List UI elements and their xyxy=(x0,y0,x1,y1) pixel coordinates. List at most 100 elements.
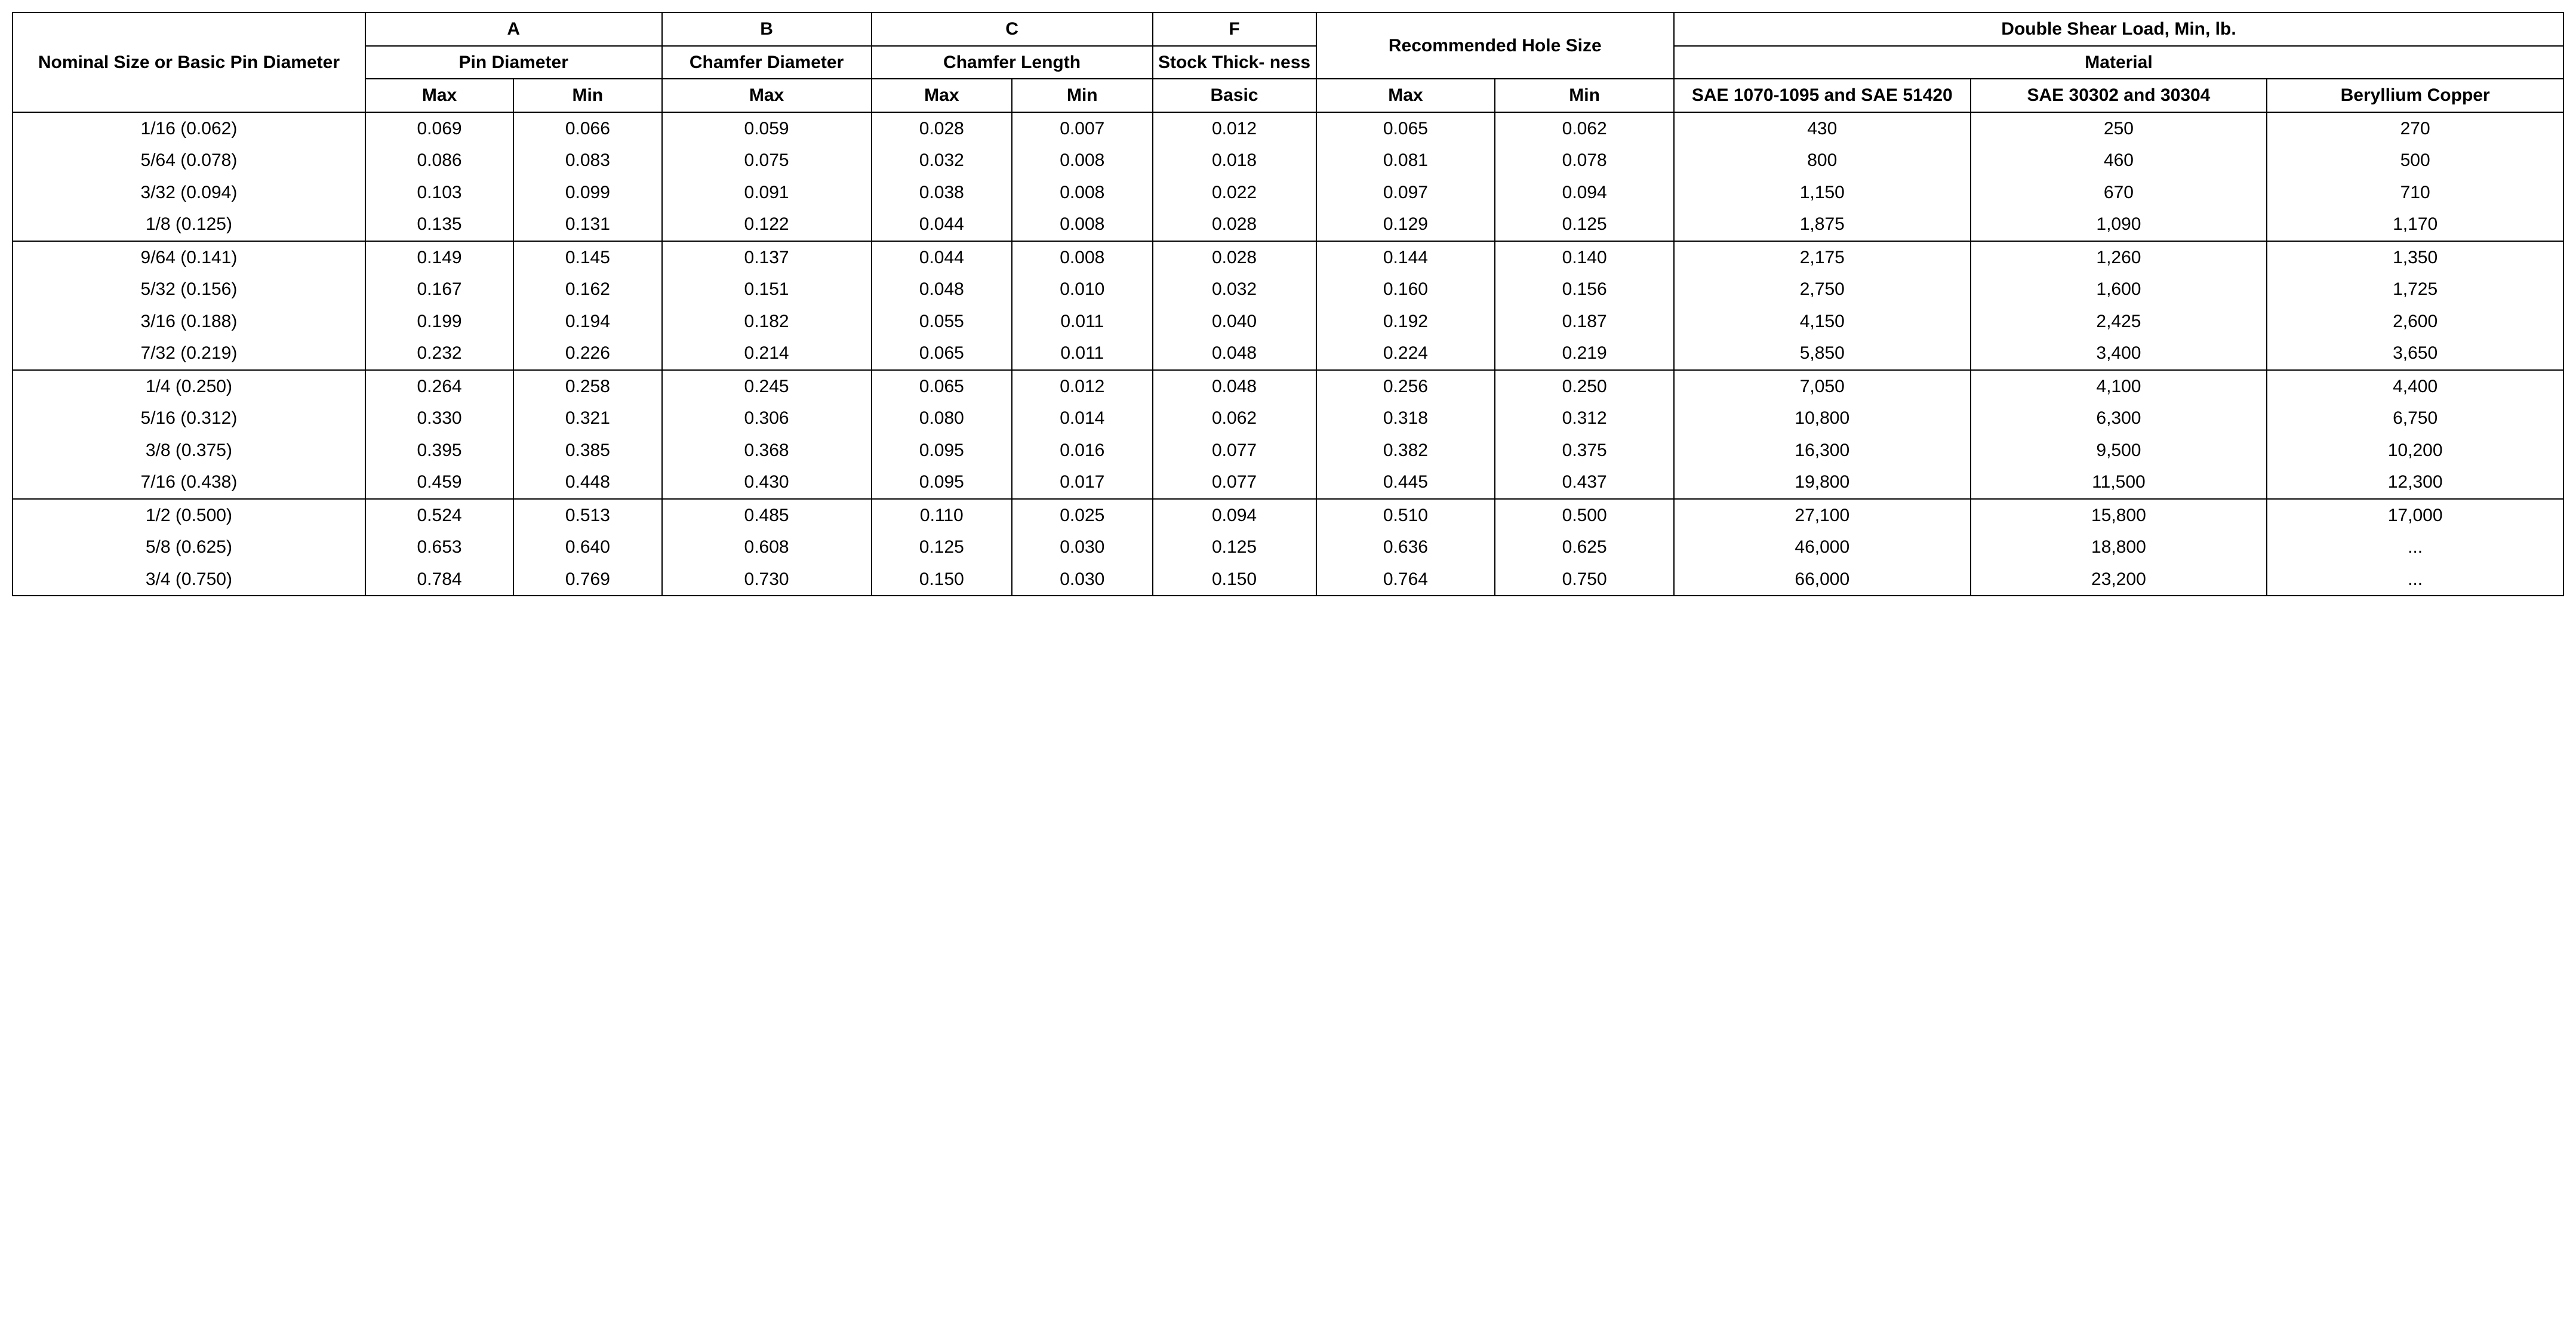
table-cell: 5,850 xyxy=(1674,337,1971,370)
table-cell: 3/8 (0.375) xyxy=(13,435,365,467)
table-cell: 1,875 xyxy=(1674,208,1971,241)
table-cell: 0.125 xyxy=(1495,208,1674,241)
table-cell: 46,000 xyxy=(1674,531,1971,563)
table-cell: 0.008 xyxy=(1012,208,1152,241)
table-cell: 0.636 xyxy=(1316,531,1495,563)
table-cell: 0.250 xyxy=(1495,370,1674,403)
table-cell: ... xyxy=(2267,563,2563,596)
table-cell: 0.077 xyxy=(1153,435,1316,467)
table-cell: 0.008 xyxy=(1012,241,1152,274)
table-cell: 0.750 xyxy=(1495,563,1674,596)
table-cell: 3,400 xyxy=(1971,337,2267,370)
table-cell: 0.094 xyxy=(1495,177,1674,209)
table-cell: 0.730 xyxy=(662,563,872,596)
table-cell: 0.214 xyxy=(662,337,872,370)
header-sae-30302: SAE 30302 and 30304 xyxy=(1971,79,2267,112)
table-cell: 500 xyxy=(2267,144,2563,177)
table-cell: 0.103 xyxy=(365,177,513,209)
header-stock: Stock Thick- ness xyxy=(1153,46,1316,79)
header-shear: Double Shear Load, Min, lb. xyxy=(1674,13,2563,46)
table-cell: 0.131 xyxy=(513,208,661,241)
table-cell: 5/8 (0.625) xyxy=(13,531,365,563)
table-cell: 0.524 xyxy=(365,499,513,532)
table-cell: 0.194 xyxy=(513,306,661,338)
table-cell: 0.028 xyxy=(1153,208,1316,241)
table-cell: 0.162 xyxy=(513,273,661,306)
table-cell: 6,750 xyxy=(2267,402,2563,435)
table-cell: 0.448 xyxy=(513,466,661,499)
table-cell: 12,300 xyxy=(2267,466,2563,499)
table-cell: 0.040 xyxy=(1153,306,1316,338)
table-cell: 0.099 xyxy=(513,177,661,209)
table-cell: 3,650 xyxy=(2267,337,2563,370)
table-cell: ... xyxy=(2267,531,2563,563)
table-cell: 0.445 xyxy=(1316,466,1495,499)
table-cell: 0.182 xyxy=(662,306,872,338)
table-cell: 0.080 xyxy=(872,402,1012,435)
table-row: 3/32 (0.094)0.1030.0990.0910.0380.0080.0… xyxy=(13,177,2563,209)
table-cell: 27,100 xyxy=(1674,499,1971,532)
table-cell: 0.095 xyxy=(872,435,1012,467)
table-cell: 17,000 xyxy=(2267,499,2563,532)
header-a-max: Max xyxy=(365,79,513,112)
table-cell: 670 xyxy=(1971,177,2267,209)
table-cell: 2,425 xyxy=(1971,306,2267,338)
header-chamfer-dia: Chamfer Diameter xyxy=(662,46,872,79)
table-cell: 0.014 xyxy=(1012,402,1152,435)
table-cell: 0.144 xyxy=(1316,241,1495,274)
table-cell: 23,200 xyxy=(1971,563,2267,596)
table-cell: 4,400 xyxy=(2267,370,2563,403)
table-cell: 0.012 xyxy=(1012,370,1152,403)
table-cell: 0.110 xyxy=(872,499,1012,532)
table-cell: 0.083 xyxy=(513,144,661,177)
table-cell: 0.075 xyxy=(662,144,872,177)
table-cell: 0.137 xyxy=(662,241,872,274)
table-cell: 0.764 xyxy=(1316,563,1495,596)
table-cell: 0.055 xyxy=(872,306,1012,338)
table-cell: 0.048 xyxy=(872,273,1012,306)
table-cell: 0.385 xyxy=(513,435,661,467)
header-beryllium: Beryllium Copper xyxy=(2267,79,2563,112)
table-cell: 0.022 xyxy=(1153,177,1316,209)
table-cell: 0.784 xyxy=(365,563,513,596)
table-cell: 0.485 xyxy=(662,499,872,532)
table-cell: 0.066 xyxy=(513,112,661,145)
table-cell: 19,800 xyxy=(1674,466,1971,499)
table-cell: 0.069 xyxy=(365,112,513,145)
table-cell: 0.145 xyxy=(513,241,661,274)
header-hole: Recommended Hole Size xyxy=(1316,13,1674,79)
table-row: 5/32 (0.156)0.1670.1620.1510.0480.0100.0… xyxy=(13,273,2563,306)
table-cell: 0.078 xyxy=(1495,144,1674,177)
header-nominal: Nominal Size or Basic Pin Diameter xyxy=(13,13,365,112)
table-cell: 1/4 (0.250) xyxy=(13,370,365,403)
table-cell: 0.330 xyxy=(365,402,513,435)
table-cell: 270 xyxy=(2267,112,2563,145)
table-cell: 10,800 xyxy=(1674,402,1971,435)
table-cell: 11,500 xyxy=(1971,466,2267,499)
table-cell: 0.224 xyxy=(1316,337,1495,370)
table-cell: 1,350 xyxy=(2267,241,2563,274)
table-cell: 0.016 xyxy=(1012,435,1152,467)
table-cell: 0.044 xyxy=(872,241,1012,274)
table-row: 3/8 (0.375)0.3950.3850.3680.0950.0160.07… xyxy=(13,435,2563,467)
table-cell: 0.065 xyxy=(1316,112,1495,145)
table-cell: 0.018 xyxy=(1153,144,1316,177)
table-cell: 0.065 xyxy=(872,370,1012,403)
table-cell: 15,800 xyxy=(1971,499,2267,532)
header-f-basic: Basic xyxy=(1153,79,1316,112)
table-cell: 18,800 xyxy=(1971,531,2267,563)
header-chamfer-len: Chamfer Length xyxy=(872,46,1153,79)
header-sae-1070: SAE 1070-1095 and SAE 51420 xyxy=(1674,79,1971,112)
table-row: 1/16 (0.062)0.0690.0660.0590.0280.0070.0… xyxy=(13,112,2563,145)
table-cell: 0.081 xyxy=(1316,144,1495,177)
table-cell: 0.125 xyxy=(872,531,1012,563)
table-cell: 0.510 xyxy=(1316,499,1495,532)
table-cell: 0.232 xyxy=(365,337,513,370)
table-cell: 0.375 xyxy=(1495,435,1674,467)
table-cell: 9/64 (0.141) xyxy=(13,241,365,274)
table-cell: 1,090 xyxy=(1971,208,2267,241)
table-cell: 1/16 (0.062) xyxy=(13,112,365,145)
table-cell: 0.007 xyxy=(1012,112,1152,145)
table-row: 7/32 (0.219)0.2320.2260.2140.0650.0110.0… xyxy=(13,337,2563,370)
table-cell: 0.245 xyxy=(662,370,872,403)
